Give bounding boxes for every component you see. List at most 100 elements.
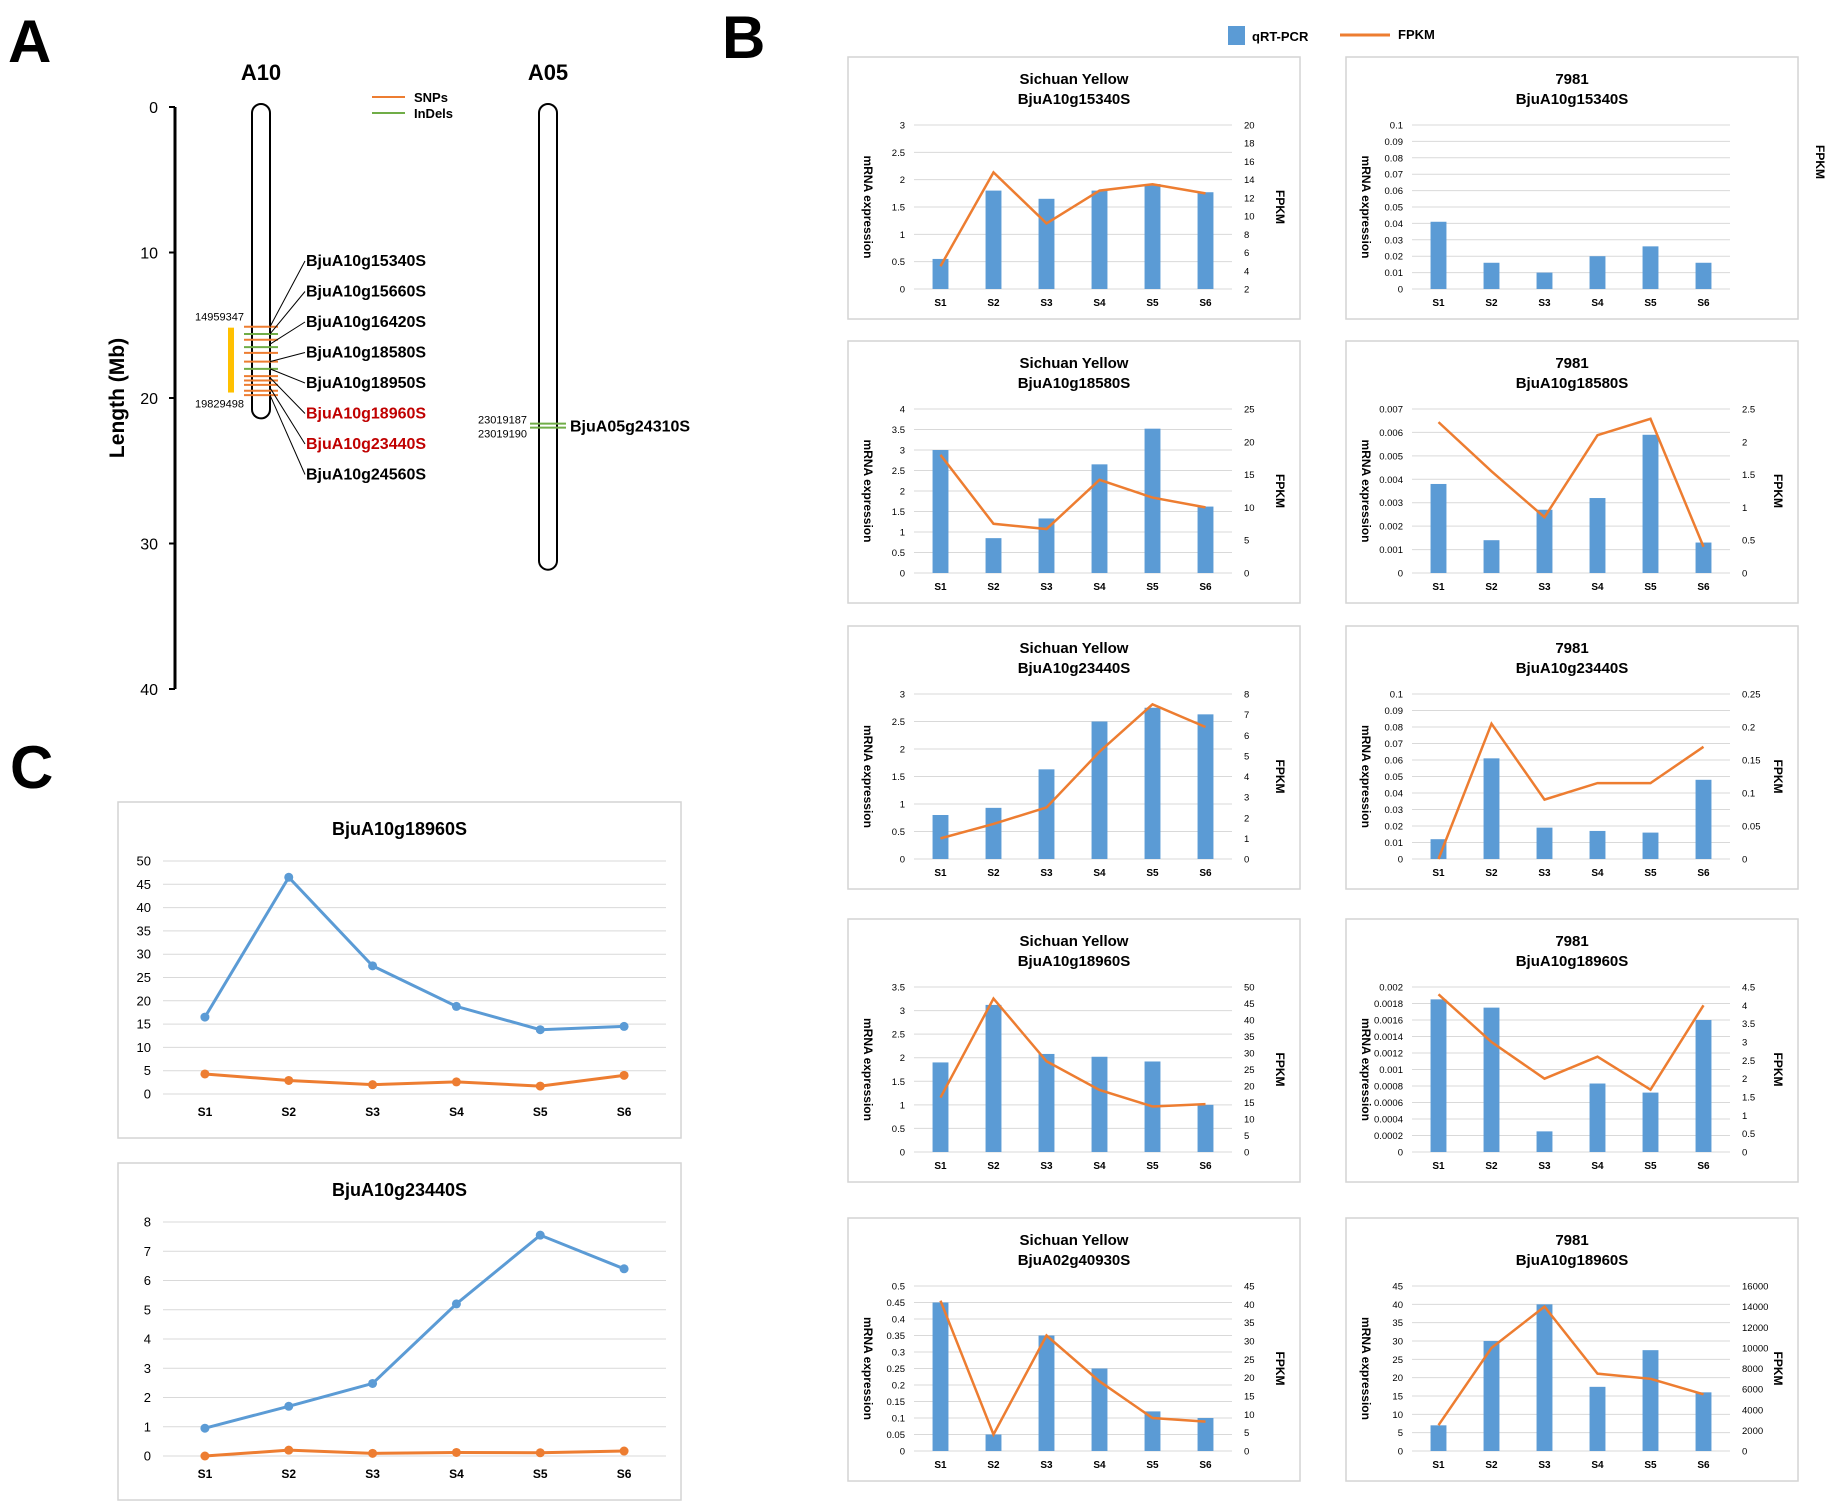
category-label: S6 (1199, 1460, 1212, 1471)
bar-s1 (932, 450, 949, 573)
bar-s5 (1642, 434, 1659, 573)
chart-title-line2: BjuA10g18960S (1516, 953, 1629, 970)
bar-s6 (1197, 714, 1214, 859)
left-tick-label: 0.02 (1385, 252, 1404, 263)
right-tick-label: 2.5 (1742, 405, 1755, 416)
selected-region-bar (228, 327, 234, 393)
right-tick-label: 10 (1244, 503, 1255, 514)
right-tick-label: 0.2 (1742, 723, 1755, 734)
bar-s4 (1589, 830, 1606, 859)
category-label: S2 (1485, 298, 1498, 309)
left-tick-label: 0.01 (1385, 838, 1404, 849)
left-tick-label: 0.5 (892, 257, 905, 268)
left-tick-label: 1 (900, 230, 905, 241)
gene-label: BjuA10g16420S (306, 314, 426, 331)
left-tick-label: 0.09 (1385, 706, 1404, 717)
chart-title-line1: Sichuan Yellow (1020, 1232, 1129, 1249)
chromosome-a05 (538, 103, 558, 571)
right-tick-label: 35 (1244, 1032, 1255, 1043)
right-tick-label: 35 (1244, 1318, 1255, 1329)
right-tick-label: 1 (1742, 1111, 1747, 1122)
chart-title: BjuA10g23440S (332, 1180, 467, 1200)
left-tick-label: 0.0006 (1374, 1098, 1403, 1109)
left-tick-label: 0.08 (1385, 723, 1404, 734)
right-tick-label: 25 (1244, 1355, 1255, 1366)
left-tick-label: 0.04 (1385, 789, 1404, 800)
series-point-blue (451, 1299, 461, 1309)
series-point-orange (535, 1081, 545, 1091)
category-label: S3 (1538, 582, 1551, 593)
chart-title-line1: 7981 (1555, 1232, 1588, 1249)
bar-s3 (1536, 509, 1553, 573)
left-tick-label: 1.5 (892, 772, 905, 783)
category-label: S6 (1697, 298, 1710, 309)
chart-title-line2: BjuA10g23440S (1516, 660, 1629, 677)
right-tick-label: 25 (1244, 1065, 1255, 1076)
left-tick-label: 0.1 (892, 1414, 905, 1425)
bar-s4 (1589, 1386, 1606, 1451)
gene-leader-line (269, 387, 306, 445)
left-tick-label: 30 (1392, 1337, 1403, 1348)
category-label: S1 (198, 1467, 213, 1481)
chart-b9: Sichuan Yellow BjuA02g40930S 0 0.05 0.1 0.15 0… (847, 1217, 1301, 1482)
series-point-orange (619, 1446, 629, 1456)
y-tick-label: 3 (144, 1361, 151, 1376)
right-tick-label: 12000 (1742, 1323, 1768, 1334)
category-label: S3 (365, 1105, 380, 1119)
series-line-orange (204, 1448, 625, 1458)
category-label: S5 (1146, 1161, 1159, 1172)
left-tick-label: 0 (900, 855, 905, 866)
category-label: S2 (1485, 582, 1498, 593)
right-tick-label: 2 (1742, 1074, 1747, 1085)
right-tick-label: 6 (1244, 248, 1249, 259)
right-tick-label: 3 (1742, 1038, 1747, 1049)
y-tick-label: 50 (137, 854, 151, 869)
chart-b4: 7981 BjuA10g18580S 0 0.001 0.002 0.003 0.004 0.… (1345, 340, 1799, 604)
chart-frame (1345, 340, 1799, 604)
right-tick-label: 45 (1244, 999, 1255, 1010)
left-tick-label: 1.5 (892, 203, 905, 214)
chart-title-line1: Sichuan Yellow (1020, 640, 1129, 657)
left-tick-label: 0.007 (1379, 405, 1403, 416)
right-axis-title: FPKM (1771, 1352, 1785, 1386)
series-point-blue (619, 1021, 629, 1031)
left-tick-label: 2 (900, 175, 905, 186)
left-tick-label: 0.07 (1385, 739, 1404, 750)
left-tick-label: 0.1 (1390, 690, 1403, 701)
right-tick-label: 16000 (1742, 1282, 1768, 1293)
gene-leader-line (269, 260, 306, 327)
left-tick-label: 0.5 (892, 1124, 905, 1135)
right-tick-label: 0.5 (1742, 1129, 1755, 1140)
bar-s3 (1038, 1335, 1055, 1451)
left-tick-label: 0.06 (1385, 756, 1404, 767)
gene-label: BjuA10g15660S (306, 284, 426, 301)
category-label: S1 (1432, 868, 1445, 879)
category-label: S6 (1697, 582, 1710, 593)
chart-frame (1345, 625, 1799, 890)
gene-leader-line (269, 368, 306, 384)
right-tick-label: 40 (1244, 1016, 1255, 1027)
right-tick-label: 30 (1244, 1049, 1255, 1060)
a05-position-label: 23019190 (478, 429, 527, 441)
left-tick-label: 0 (1398, 285, 1403, 296)
fpkm-line (940, 702, 1206, 840)
chart-b8: 7981 BjuA10g18960S 0 0.0002 0.0004 0.0006 0.00… (1345, 918, 1799, 1183)
right-axis-title: FPKM (1771, 760, 1785, 794)
right-tick-label: 10 (1244, 212, 1255, 223)
y-tick-label: 10 (137, 1040, 151, 1055)
y-tick-label: 5 (144, 1302, 151, 1317)
category-label: S2 (987, 1161, 1000, 1172)
bar-s3 (1038, 518, 1055, 573)
bar-s6 (1197, 1104, 1214, 1152)
category-label: S3 (1040, 1460, 1053, 1471)
bar-s5 (1642, 1350, 1659, 1451)
left-tick-label: 2.5 (892, 1030, 905, 1041)
category-label: S6 (1199, 298, 1212, 309)
left-tick-label: 45 (1392, 1282, 1403, 1293)
right-tick-label: 14 (1244, 175, 1255, 186)
category-label: S4 (449, 1105, 464, 1119)
bar-s4 (1091, 1368, 1108, 1451)
right-axis-title: FPKM (1273, 474, 1287, 508)
category-label: S4 (1093, 1161, 1106, 1172)
left-tick-label: 0.001 (1379, 545, 1403, 556)
